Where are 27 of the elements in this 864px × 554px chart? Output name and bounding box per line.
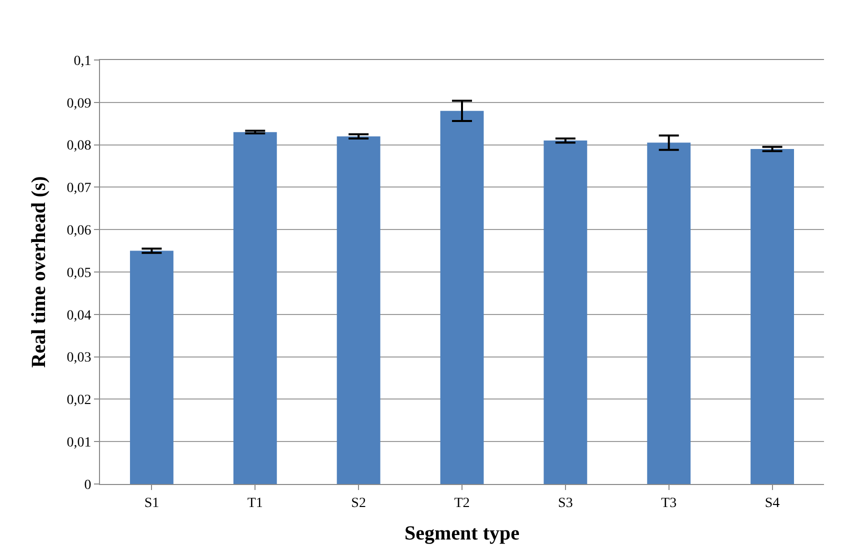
x-tick-label: T1: [247, 496, 263, 511]
bar: [750, 149, 794, 484]
x-tick-label: S3: [558, 496, 573, 511]
y-tick-label: 0,08: [66, 138, 92, 154]
bar: [130, 250, 174, 484]
y-tick-label: 0: [84, 478, 92, 493]
x-tick-label: S2: [351, 496, 366, 511]
bar: [440, 110, 484, 484]
bar: [233, 132, 277, 484]
y-tick-label: 0,03: [66, 350, 92, 366]
y-tick-label: 0,07: [66, 181, 92, 196]
y-tick-label: 0,09: [66, 96, 92, 112]
y-tick-label: 0,01: [66, 436, 92, 450]
bar: [647, 142, 691, 484]
bar: [336, 136, 380, 484]
y-tick-label: 0,02: [66, 393, 92, 408]
y-tick-label: 0,1: [74, 54, 92, 69]
y-tick-label: 0,06: [66, 224, 92, 238]
x-axis-title: Segment type: [404, 522, 520, 544]
x-tick-label: S1: [144, 496, 160, 511]
x-tick-label: T3: [661, 496, 677, 511]
y-tick-label: 0,04: [66, 308, 92, 324]
bar: [544, 140, 588, 484]
y-axis-title: Real time overhead (s): [28, 176, 50, 368]
x-tick-label: T2: [454, 496, 470, 511]
x-tick-label: S4: [764, 496, 780, 511]
y-tick-label: 0,05: [66, 266, 92, 281]
